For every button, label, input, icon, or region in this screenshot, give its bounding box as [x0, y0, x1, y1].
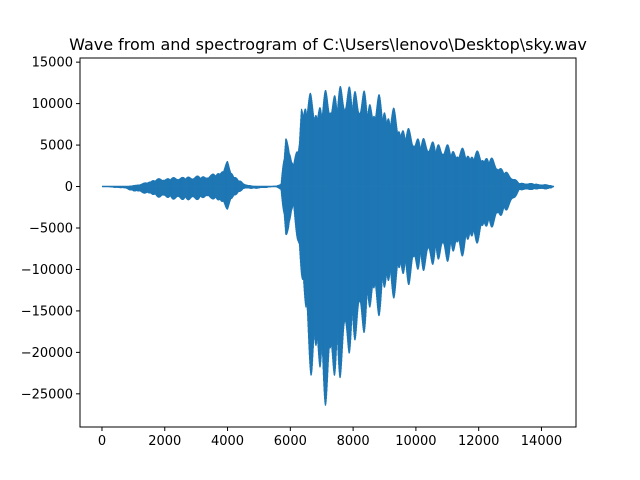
- x-tick-label: 6000: [274, 434, 307, 449]
- x-tick-label: 10000: [395, 434, 436, 449]
- axes-frame: [79, 57, 577, 428]
- y-tick-label: −20000: [21, 346, 73, 361]
- chart-title: Wave from and spectrogram of C:\Users\le…: [69, 35, 587, 54]
- x-axis: 0 2000 4000 6000 8000 10000 12000 14000: [98, 427, 562, 449]
- y-tick-label: 0: [65, 180, 73, 195]
- y-tick-label: −15000: [21, 304, 73, 319]
- y-tick-label: −5000: [29, 221, 73, 236]
- x-tick-label: 0: [98, 434, 106, 449]
- x-tick-label: 4000: [211, 434, 244, 449]
- y-tick-label: −10000: [21, 263, 73, 278]
- series-waveform: [101, 86, 555, 406]
- y-tick-label: 15000: [32, 56, 73, 71]
- plot-area: [101, 86, 555, 406]
- y-tick-label: −25000: [21, 387, 73, 402]
- x-tick-label: 14000: [521, 434, 562, 449]
- x-tick-label: 12000: [458, 434, 499, 449]
- y-tick-label: 5000: [40, 139, 73, 154]
- y-axis: 15000 10000 5000 0 −5000 −10000 −15000 −20000 −2…: [21, 56, 80, 402]
- x-tick-label: 2000: [148, 434, 181, 449]
- x-tick-label: 8000: [337, 434, 370, 449]
- y-tick-label: 10000: [32, 97, 73, 112]
